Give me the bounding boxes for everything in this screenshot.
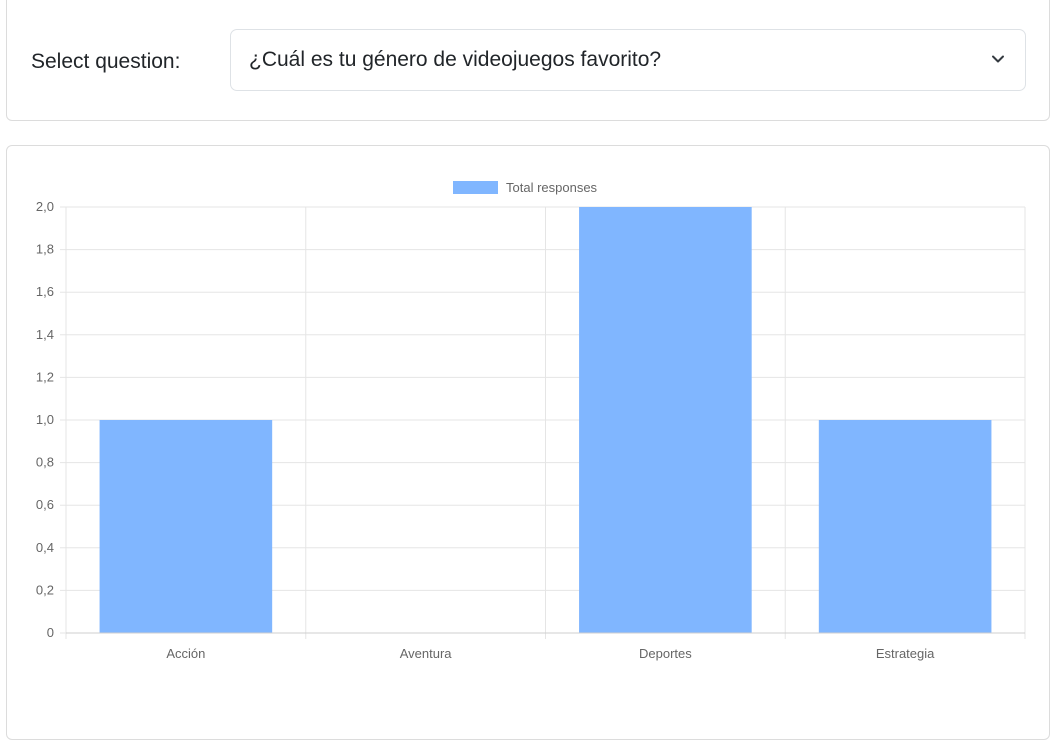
- select-question-label: Select question:: [31, 50, 181, 73]
- y-tick-label: 0,2: [36, 582, 54, 597]
- question-select-value: ¿Cuál es tu género de videojuegos favori…: [249, 48, 662, 71]
- y-tick-label: 1,6: [36, 284, 54, 299]
- bar[interactable]: [99, 420, 273, 633]
- legend[interactable]: Total responses: [453, 180, 598, 195]
- x-tick-label: Acción: [166, 646, 205, 661]
- x-tick-label: Deportes: [639, 646, 692, 661]
- y-tick-label: 0,4: [36, 540, 54, 555]
- question-select[interactable]: ¿Cuál es tu género de videojuegos favori…: [230, 29, 1026, 91]
- legend-label: Total responses: [506, 180, 598, 195]
- legend-swatch: [453, 181, 498, 194]
- y-tick-label: 1,4: [36, 327, 54, 342]
- y-tick-label: 0,8: [36, 455, 54, 470]
- bar[interactable]: [818, 420, 992, 633]
- bars: [99, 207, 992, 633]
- y-tick-label: 1,8: [36, 242, 54, 257]
- chevron-down-icon: [992, 55, 1004, 63]
- bar[interactable]: [579, 207, 752, 633]
- y-tick-label: 2,0: [36, 199, 54, 214]
- x-tick-label: Estrategia: [876, 646, 935, 661]
- bar-chart: 0 0,2 0,4 0,6 0,8 1,0 1,2 1,4 1,6 1,8 2,0 Acción Ave…: [36, 180, 1026, 661]
- y-tick-label: 1,2: [36, 369, 54, 384]
- x-tick-label: Aventura: [400, 646, 453, 661]
- y-tick-label: 0: [47, 625, 54, 640]
- question-card: Select question: ¿Cuál es tu género de v…: [6, 0, 1050, 121]
- y-tick-label: 1,0: [36, 412, 54, 427]
- chart-card: 0 0,2 0,4 0,6 0,8 1,0 1,2 1,4 1,6 1,8 2,0 Acción Ave…: [6, 145, 1050, 740]
- y-tick-label: 0,6: [36, 497, 54, 512]
- axes: 0 0,2 0,4 0,6 0,8 1,0 1,2 1,4 1,6 1,8 2,0 Acción Ave…: [36, 199, 1025, 661]
